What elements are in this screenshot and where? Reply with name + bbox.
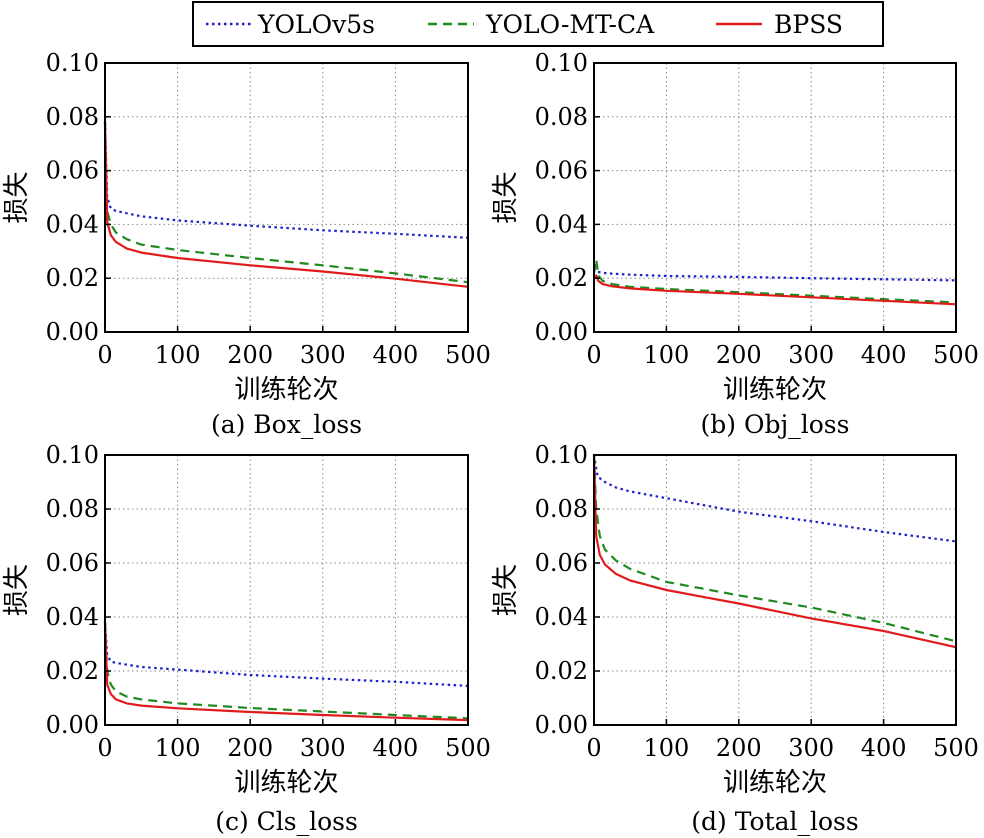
y-tick-label: 0.06 (46, 549, 99, 577)
plot-frame (104, 62, 469, 333)
chart-panel-4: 0 100 200 300 400 500 0.00 0.02 0.04 0.06 0.08 0.10… (491, 441, 979, 836)
y-tick-label: 0.08 (46, 495, 99, 523)
x-tick-label: 400 (372, 734, 418, 762)
chart-panel-3: 0 100 200 300 400 500 0.00 0.02 0.04 0.06 0.08 0.10… (2, 441, 491, 836)
x-tick-label: 400 (372, 341, 418, 369)
x-tick-label: 500 (933, 734, 979, 762)
legend-label: BPSS (774, 10, 843, 39)
x-tick-label: 100 (643, 341, 689, 369)
series-line-yolov5s (103, 122, 469, 239)
y-tick-label: 0.00 (46, 318, 99, 346)
legend-label: YOLO-MT-CA (485, 10, 655, 39)
series-line-bpss (592, 454, 957, 649)
series-line-yolo-mt-ca (103, 122, 469, 284)
y-tick-label: 0.10 (535, 441, 588, 469)
x-tick-label: 0 (97, 341, 112, 369)
panel-caption: (b) Obj_loss (701, 410, 850, 439)
panel-caption: (c) Cls_loss (215, 807, 358, 836)
x-tick-label: 300 (788, 341, 834, 369)
y-tick-label: 0.00 (46, 711, 99, 739)
x-tick-label: 200 (227, 341, 273, 369)
chart-panel-2: 0 100 200 300 400 500 0.00 0.02 0.04 0.06 0.08 0.10… (491, 49, 979, 439)
panel-caption: (a) Box_loss (211, 410, 362, 439)
x-tick-label: 100 (155, 341, 201, 369)
x-tick-label: 100 (155, 734, 201, 762)
y-tick-label: 0.04 (535, 210, 588, 238)
y-tick-label: 0.02 (46, 264, 99, 292)
series-line-yolo-mt-ca (592, 454, 957, 643)
x-tick-label: 0 (97, 734, 112, 762)
y-axis-label: 损失 (491, 171, 521, 223)
y-tick-label: 0.02 (46, 657, 99, 685)
series-line-yolo-mt-ca (103, 622, 469, 720)
y-tick-label: 0.04 (46, 210, 99, 238)
y-axis-label: 损失 (2, 171, 32, 223)
series-line-bpss (103, 622, 469, 722)
x-axis-label: 训练轮次 (234, 768, 338, 798)
y-tick-label: 0.04 (46, 603, 99, 631)
series-line-bpss (103, 122, 469, 288)
y-tick-label: 0.00 (535, 318, 588, 346)
series-line-yolov5s (592, 454, 957, 543)
legend: YOLOv5s YOLO-MT-CA BPSS (192, 1, 884, 47)
plot-frame (104, 454, 469, 726)
y-tick-label: 0.04 (535, 603, 588, 631)
y-tick-label: 0.02 (535, 657, 588, 685)
x-tick-label: 400 (861, 734, 907, 762)
legend-box (192, 1, 884, 47)
legend-label: YOLOv5s (257, 10, 375, 39)
plot-frame (593, 62, 957, 333)
x-tick-label: 200 (716, 734, 762, 762)
y-tick-label: 0.08 (46, 103, 99, 131)
x-tick-label: 200 (716, 341, 762, 369)
x-tick-label: 100 (643, 734, 689, 762)
x-tick-label: 300 (300, 734, 346, 762)
y-axis-label: 损失 (2, 564, 32, 616)
x-tick-label: 0 (586, 734, 601, 762)
series-line-yolo-mt-ca (592, 258, 957, 304)
x-tick-label: 400 (861, 341, 907, 369)
y-tick-label: 0.10 (535, 49, 588, 77)
plot-frame (593, 454, 957, 726)
y-tick-label: 0.08 (535, 103, 588, 131)
x-tick-label: 200 (227, 734, 273, 762)
panel-caption: (d) Total_loss (691, 807, 858, 836)
y-tick-label: 0.00 (535, 711, 588, 739)
series-line-yolov5s (593, 266, 957, 282)
y-axis-label: 损失 (491, 564, 521, 616)
series-line-yolov5s (103, 622, 469, 687)
x-axis-label: 训练轮次 (723, 768, 827, 798)
x-tick-label: 300 (300, 341, 346, 369)
y-tick-label: 0.08 (535, 495, 588, 523)
x-tick-label: 0 (586, 341, 601, 369)
y-tick-label: 0.06 (535, 157, 588, 185)
x-tick-label: 500 (445, 341, 491, 369)
x-tick-label: 500 (445, 734, 491, 762)
x-axis-label: 训练轮次 (723, 375, 827, 405)
x-tick-label: 500 (933, 341, 979, 369)
chart-panels: 0 100 200 300 400 500 0.00 0.02 0.04 0.06 0.08 0.10… (2, 49, 979, 836)
y-tick-label: 0.10 (46, 49, 99, 77)
x-axis-label: 训练轮次 (234, 375, 338, 405)
chart-panel-1: 0 100 200 300 400 500 0.00 0.02 0.04 0.06 0.08 0.10… (2, 49, 491, 439)
y-tick-label: 0.10 (46, 441, 99, 469)
x-tick-label: 300 (788, 734, 834, 762)
y-tick-label: 0.02 (535, 264, 588, 292)
y-tick-label: 0.06 (46, 157, 99, 185)
series-line-bpss (593, 274, 957, 306)
y-tick-label: 0.06 (535, 549, 588, 577)
